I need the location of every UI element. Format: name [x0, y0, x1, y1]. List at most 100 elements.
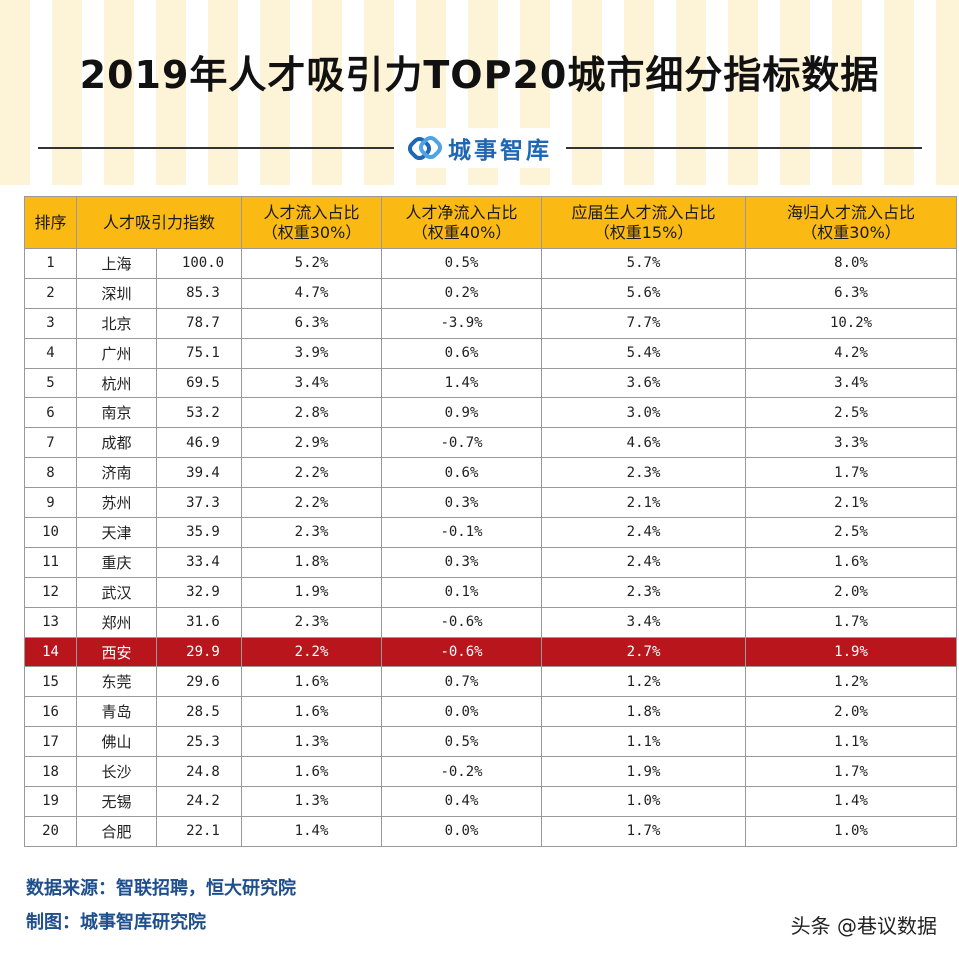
- cell-rank: 18: [24, 756, 77, 788]
- cell-net: 0.7%: [381, 666, 543, 698]
- cell-city: 青岛: [76, 696, 157, 728]
- table-row: 8 济南 39.4 2.2% 0.6% 2.3% 1.7%: [24, 457, 958, 489]
- watermark: 头条 @巷议数据: [790, 914, 937, 938]
- cell-city: 长沙: [76, 756, 157, 788]
- cell-rank: 5: [24, 367, 77, 399]
- cell-inflow: 1.8%: [241, 546, 383, 578]
- brand: 城事智库: [394, 128, 566, 168]
- cell-net: 0.3%: [381, 546, 543, 578]
- cell-returnee: 10.2%: [745, 307, 958, 339]
- cell-rank: 19: [24, 786, 77, 817]
- cell-city: 武汉: [76, 576, 157, 608]
- cell-city: 苏州: [76, 487, 157, 519]
- brand-row: 城事智库: [38, 128, 922, 168]
- cell-city: 佛山: [76, 726, 157, 758]
- cell-returnee: 2.0%: [745, 576, 958, 608]
- cell-returnee: 3.4%: [745, 367, 958, 399]
- cell-returnee: 2.5%: [745, 397, 958, 429]
- table-row: 6 南京 53.2 2.8% 0.9% 3.0% 2.5%: [24, 397, 958, 429]
- table-body: 1 上海 100.0 5.2% 0.5% 5.7% 8.0% 2 深圳 85.3 4.7% 0.2% 5…: [24, 248, 958, 847]
- cell-grad: 3.4%: [541, 606, 747, 638]
- cell-rank: 2: [24, 277, 77, 309]
- header-graduate-inflow: 应届生人才流入占比 （权重15%）: [541, 196, 747, 249]
- cell-index: 31.6: [155, 606, 243, 638]
- cell-city: 北京: [76, 307, 157, 339]
- cell-grad: 1.7%: [541, 815, 747, 847]
- cell-index: 75.1: [155, 337, 243, 369]
- cell-inflow: 3.9%: [241, 337, 383, 369]
- cell-city: 广州: [76, 337, 157, 369]
- header-returnee-inflow: 海归人才流入占比 （权重30%）: [745, 196, 958, 249]
- cell-rank: 16: [24, 696, 77, 728]
- cell-city: 东莞: [76, 666, 157, 698]
- cell-index: 25.3: [155, 726, 243, 758]
- cell-inflow: 5.2%: [241, 248, 383, 279]
- cell-index: 78.7: [155, 307, 243, 339]
- cell-inflow: 2.9%: [241, 427, 383, 459]
- cell-net: 0.5%: [381, 726, 543, 758]
- cell-returnee: 1.0%: [745, 815, 958, 847]
- cell-inflow: 2.8%: [241, 397, 383, 429]
- cell-net: -0.6%: [381, 636, 543, 668]
- cell-grad: 1.1%: [541, 726, 747, 758]
- header-index: 人才吸引力指数: [75, 196, 243, 249]
- cell-net: -0.2%: [381, 756, 543, 788]
- cell-returnee: 8.0%: [745, 248, 958, 279]
- cell-grad: 1.9%: [541, 756, 747, 788]
- cell-city: 杭州: [76, 367, 157, 399]
- cell-returnee: 6.3%: [745, 277, 958, 309]
- cell-rank: 20: [24, 815, 77, 847]
- cell-inflow: 1.6%: [241, 666, 383, 698]
- cell-inflow: 1.6%: [241, 756, 383, 788]
- cell-grad: 2.3%: [541, 457, 747, 489]
- table-row: 5 杭州 69.5 3.4% 1.4% 3.6% 3.4%: [24, 367, 958, 399]
- footer-maker: 制图：城事智库研究院: [26, 912, 206, 933]
- table-row: 13 郑州 31.6 2.3% -0.6% 3.4% 1.7%: [24, 606, 958, 638]
- cell-rank: 14: [24, 636, 77, 668]
- cell-grad: 5.4%: [541, 337, 747, 369]
- cell-city: 重庆: [76, 546, 157, 578]
- table-row: 18 长沙 24.8 1.6% -0.2% 1.9% 1.7%: [24, 756, 958, 788]
- cell-rank: 9: [24, 487, 77, 519]
- cell-inflow: 2.2%: [241, 636, 383, 668]
- cell-returnee: 3.3%: [745, 427, 958, 459]
- cell-net: -0.7%: [381, 427, 543, 459]
- cell-net: -0.6%: [381, 606, 543, 638]
- cell-returnee: 1.7%: [745, 756, 958, 788]
- link-logo-icon: [408, 135, 442, 161]
- cell-inflow: 2.3%: [241, 517, 383, 548]
- cell-rank: 17: [24, 726, 77, 758]
- header-net-inflow: 人才净流入占比 （权重40%）: [381, 196, 543, 249]
- cell-grad: 3.0%: [541, 397, 747, 429]
- cell-index: 85.3: [155, 277, 243, 309]
- cell-net: 0.3%: [381, 487, 543, 519]
- cell-returnee: 1.1%: [745, 726, 958, 758]
- table-row: 17 佛山 25.3 1.3% 0.5% 1.1% 1.1%: [24, 726, 958, 758]
- cell-returnee: 1.4%: [745, 786, 958, 817]
- cell-index: 69.5: [155, 367, 243, 399]
- cell-inflow: 2.3%: [241, 606, 383, 638]
- cell-index: 22.1: [155, 815, 243, 847]
- cell-index: 35.9: [155, 517, 243, 548]
- table-row: 3 北京 78.7 6.3% -3.9% 7.7% 10.2%: [24, 307, 958, 339]
- cell-rank: 8: [24, 457, 77, 489]
- cell-city: 西安: [76, 636, 157, 668]
- cell-net: -0.1%: [381, 517, 543, 548]
- cell-grad: 1.8%: [541, 696, 747, 728]
- cell-inflow: 1.3%: [241, 786, 383, 817]
- cell-inflow: 6.3%: [241, 307, 383, 339]
- cell-net: 0.5%: [381, 248, 543, 279]
- cell-grad: 5.6%: [541, 277, 747, 309]
- cell-returnee: 4.2%: [745, 337, 958, 369]
- table-row: 7 成都 46.9 2.9% -0.7% 4.6% 3.3%: [24, 427, 958, 459]
- cell-returnee: 1.6%: [745, 546, 958, 578]
- cell-net: 0.4%: [381, 786, 543, 817]
- table-row: 11 重庆 33.4 1.8% 0.3% 2.4% 1.6%: [24, 546, 958, 578]
- table-row: 15 东莞 29.6 1.6% 0.7% 1.2% 1.2%: [24, 666, 958, 698]
- table-header-row: 排序 人才吸引力指数 人才流入占比 （权重30%） 人才净流入占比 （权重40%） …: [24, 196, 958, 249]
- city-indicator-table: 排序 人才吸引力指数 人才流入占比 （权重30%） 人才净流入占比 （权重40%） …: [24, 196, 958, 847]
- cell-net: 0.0%: [381, 696, 543, 728]
- cell-returnee: 2.0%: [745, 696, 958, 728]
- cell-inflow: 2.2%: [241, 487, 383, 519]
- cell-rank: 13: [24, 606, 77, 638]
